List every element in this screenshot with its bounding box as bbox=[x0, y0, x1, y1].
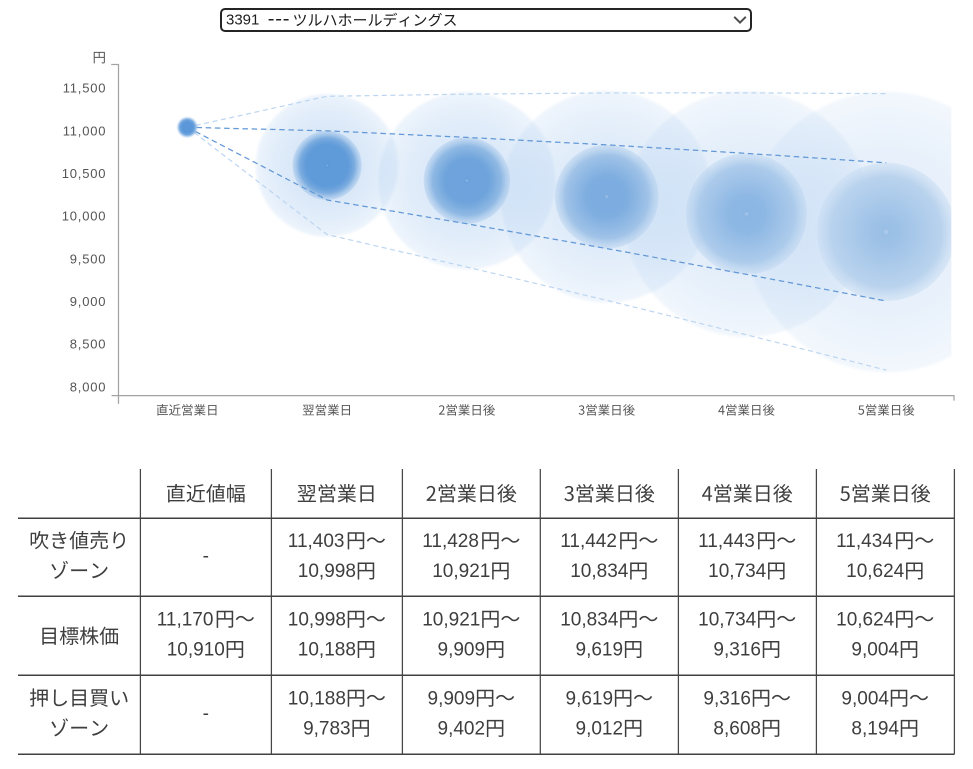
svg-text:11,000: 11,000 bbox=[63, 123, 107, 138]
svg-text:-: - bbox=[203, 546, 209, 567]
svg-text:10,000: 10,000 bbox=[62, 209, 107, 224]
svg-text:8,500: 8,500 bbox=[70, 337, 107, 352]
svg-text:10,998: 10,998 bbox=[298, 561, 356, 582]
svg-text:10,734: 10,734 bbox=[708, 561, 767, 582]
svg-text:10,734: 10,734 bbox=[698, 609, 757, 630]
svg-text:10,624: 10,624 bbox=[836, 609, 895, 630]
svg-text:9,619: 9,619 bbox=[566, 688, 614, 709]
svg-text:11,170: 11,170 bbox=[157, 609, 214, 630]
svg-text:11,500: 11,500 bbox=[63, 81, 107, 96]
svg-text:11,442: 11,442 bbox=[560, 531, 617, 552]
svg-text:9,004: 9,004 bbox=[851, 640, 899, 661]
svg-text:9,909: 9,909 bbox=[438, 640, 486, 661]
svg-text:8,194: 8,194 bbox=[851, 719, 899, 740]
svg-text:9,619: 9,619 bbox=[576, 640, 624, 661]
svg-text:11,428: 11,428 bbox=[422, 531, 479, 552]
svg-text:-: - bbox=[203, 704, 209, 725]
svg-text:10,834: 10,834 bbox=[570, 561, 629, 582]
svg-text:8,608: 8,608 bbox=[713, 719, 761, 740]
svg-text:3391: 3391 bbox=[226, 12, 259, 29]
svg-text:9,012: 9,012 bbox=[576, 719, 624, 740]
svg-text:10,500: 10,500 bbox=[62, 166, 107, 181]
svg-text:11,403: 11,403 bbox=[288, 531, 345, 552]
svg-text:10,921: 10,921 bbox=[422, 609, 480, 630]
svg-text:11,434: 11,434 bbox=[836, 531, 893, 552]
svg-text:9,316: 9,316 bbox=[703, 688, 751, 709]
svg-text:10,834: 10,834 bbox=[560, 609, 619, 630]
svg-text:11,443: 11,443 bbox=[698, 531, 755, 552]
svg-text:10,910: 10,910 bbox=[167, 640, 225, 661]
svg-text:9,909: 9,909 bbox=[428, 688, 476, 709]
svg-text:10,188: 10,188 bbox=[288, 688, 346, 709]
svg-text:10,624: 10,624 bbox=[846, 561, 905, 582]
svg-text:9,500: 9,500 bbox=[70, 251, 107, 266]
svg-text:8,000: 8,000 bbox=[70, 379, 107, 394]
svg-text:9,316: 9,316 bbox=[713, 640, 761, 661]
svg-text:9,000: 9,000 bbox=[70, 294, 107, 309]
svg-text:10,921: 10,921 bbox=[432, 561, 490, 582]
svg-text:9,783: 9,783 bbox=[303, 719, 351, 740]
svg-text:9,402: 9,402 bbox=[438, 719, 486, 740]
svg-text:10,188: 10,188 bbox=[298, 640, 356, 661]
svg-text:9,004: 9,004 bbox=[841, 688, 889, 709]
svg-text:10,998: 10,998 bbox=[288, 609, 346, 630]
